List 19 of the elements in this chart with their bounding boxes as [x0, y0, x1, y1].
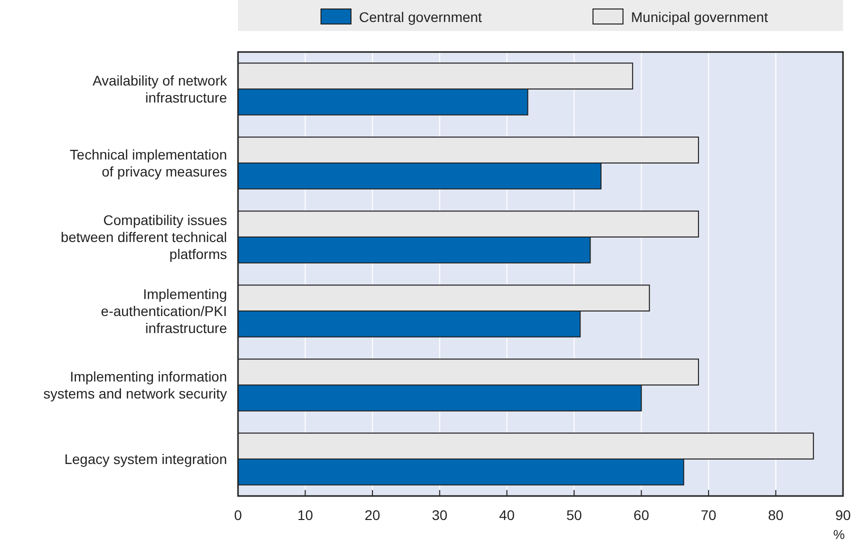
y-tick-label: Availability of network infrastructure — [92, 72, 228, 106]
x-tick-label: 0 — [234, 507, 242, 523]
x-tick-label: 80 — [768, 507, 784, 523]
y-tick-label: Legacy system integration — [64, 451, 227, 467]
y-tick-label: Technical implementation of privacy measures — [70, 146, 227, 180]
x-tick-label: 20 — [364, 507, 380, 523]
x-tick-label: 30 — [432, 507, 448, 523]
x-axis-title: % — [833, 527, 846, 542]
y-tick-label: Implementing e-authentication/PKI infrastructure — [100, 286, 228, 336]
legend-label: Municipal government — [631, 9, 768, 25]
legend-label: Central government — [359, 9, 482, 25]
y-tick-label: Compatibility issues between different technical platforms — [60, 212, 227, 262]
x-tick-label: 40 — [499, 507, 515, 523]
y-tick-label: Implementing information systems and network security — [43, 368, 227, 402]
x-tick-label: 90 — [835, 507, 851, 523]
x-tick-label: 70 — [700, 507, 717, 523]
x-tick-label: 60 — [634, 507, 650, 523]
x-tick-label: 10 — [297, 507, 314, 523]
x-tick-label: 50 — [566, 507, 582, 523]
